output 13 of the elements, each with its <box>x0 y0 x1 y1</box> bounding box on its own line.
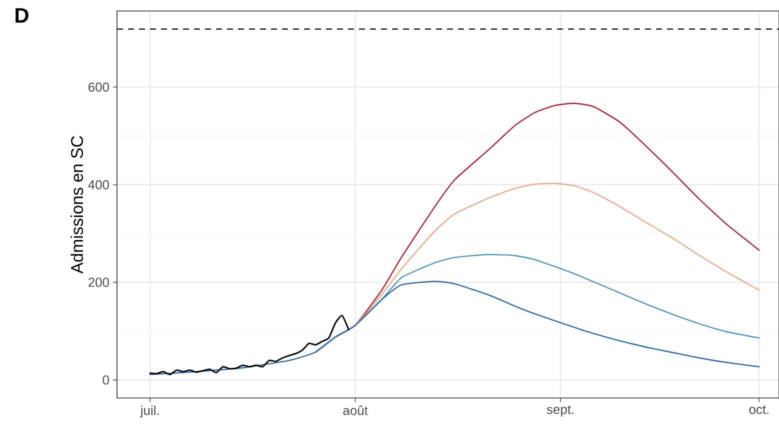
x-tick-label: août <box>343 406 368 416</box>
chart-title: D <box>16 8 28 23</box>
y-tick-label: 0 <box>102 375 109 385</box>
line-series <box>149 314 350 376</box>
line-series <box>150 280 760 376</box>
x-tick-label: sept. <box>546 406 574 417</box>
y-tick-label: 200 <box>88 278 109 287</box>
x-tick-label: juil. <box>140 406 159 418</box>
y-tick-label: 400 <box>88 180 109 190</box>
y-axis-title: Admissions en SC <box>70 136 84 274</box>
x-tick-label: oct. <box>749 406 768 414</box>
line-series <box>315 254 760 353</box>
y-tick-label: 600 <box>88 82 109 92</box>
